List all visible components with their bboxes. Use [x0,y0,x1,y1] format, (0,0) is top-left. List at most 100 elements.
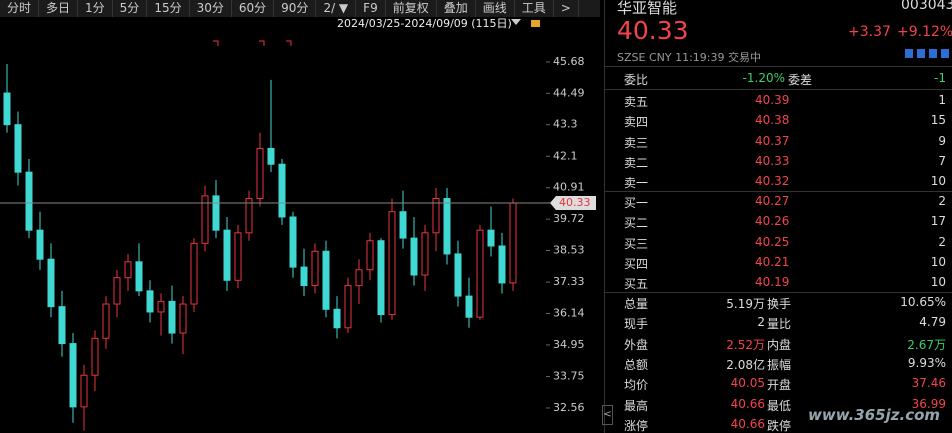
candle-body [80,374,88,408]
stat-label: 振幅 [767,357,792,372]
y-tick-label: 34.95 [553,338,585,351]
level-price: 40.19 [755,275,790,290]
lock-icon[interactable] [531,20,540,27]
candle-body [498,245,506,284]
candle-body [146,290,154,313]
candle-body [476,229,484,318]
level-price: 40.37 [755,133,790,148]
level-qty: 9 [938,133,946,148]
ratio-value: -1.20% [742,71,785,85]
candle-body [355,269,363,287]
level-label: 卖一 [624,176,649,191]
candle-body [443,198,451,255]
stat-value: 40.66 [730,396,765,411]
stat-label: 跌停 [767,418,792,433]
candle-body [465,295,473,318]
candle-body [289,216,297,268]
stat-value: 2 [757,315,765,330]
icon[interactable] [917,49,925,58]
stat-value: 37.46 [911,376,946,391]
level-price: 40.39 [755,93,790,107]
level-price: 40.32 [755,174,790,189]
stat-value: 2.67万 [907,337,946,352]
toolbar: 分时 多日 1分 5分 15分 30分 60分 90分 2/ ▼ F9 前复权 叠加 画线 工具 > [0,0,600,17]
tab[interactable]: 30分 [190,0,232,17]
icon[interactable] [929,49,937,58]
stat-value: 2.08亿 [726,357,765,372]
stat-value: 36.99 [911,396,946,411]
candle-chart: 2024/03/25-2024/09/09 (115日) 45.68 44.49 4… [0,17,596,431]
candle-body [201,195,209,244]
divider [605,292,952,293]
icons [905,49,949,61]
tab[interactable]: 60分 [232,0,275,17]
collapse-button[interactable]: < [602,405,613,425]
quote-panel: 华亚智能 003043 40.33 +3.37 +9.12% SZSE CNY … [604,0,952,433]
tab[interactable]: 分时 [0,0,40,17]
event-marks [213,40,292,46]
dropdown-icon[interactable] [511,19,521,25]
candle-body [212,195,220,231]
candle-body [179,303,187,334]
tab[interactable]: 1分 [78,0,113,17]
candle-body [234,232,242,281]
stat-label: 现手 [624,317,649,332]
candle-body [3,92,11,126]
level-label: 卖五 [624,95,649,109]
divider [605,66,952,67]
candle-body [91,337,99,376]
stat-label: 外盘 [624,337,649,352]
tab[interactable]: 画线 [476,0,515,17]
tab[interactable]: 多日 [39,0,79,17]
level-qty: 10 [930,254,946,269]
y-tick-label: 38.53 [553,243,585,256]
candle-body [245,198,253,234]
tab[interactable]: 15分 [147,0,190,17]
level-label: 卖二 [624,155,649,170]
candle-body [168,300,176,334]
level-label: 卖四 [624,115,649,130]
stat-label: 最高 [624,398,649,413]
level-price: 40.26 [755,214,790,229]
price-tag-label: 40.33 [559,196,591,209]
stock-name: 华亚智能 [617,0,678,17]
y-tick-label: 43.3 [553,118,578,131]
y-tick-label: 45.68 [553,55,585,68]
icon[interactable] [905,49,913,58]
level-price: 40.21 [755,254,790,269]
candle-body [135,261,143,292]
level-label: 买三 [624,236,649,251]
y-tick-label: 42.1 [553,149,578,162]
tab[interactable]: 前复权 [386,0,437,17]
tab[interactable]: 工具 [515,0,554,17]
tab[interactable]: 2/ ▼ [316,0,357,17]
candle-body [124,261,132,279]
price-tag [550,196,596,211]
change: +3.37 [848,24,891,40]
tab[interactable]: 90分 [274,0,317,17]
stat-label: 开盘 [767,378,792,393]
candle-body [454,253,462,297]
level-label: 买二 [624,216,649,231]
diff-label: 委差 [788,73,813,87]
candle-body [256,147,264,200]
candle-body [399,211,407,239]
candle-body [223,229,231,281]
level-qty: 2 [938,194,946,208]
tab[interactable]: F9 [356,0,386,17]
candle-body [410,237,418,276]
level-label: 卖三 [624,135,649,150]
exchange: SZSE [617,51,646,64]
tab[interactable]: > [554,0,579,17]
tab[interactable]: 叠加 [437,0,476,17]
stat-label: 量比 [767,317,792,332]
stat-value: 10.65% [900,295,946,309]
icon[interactable] [941,49,949,58]
level-label: 买四 [624,256,649,271]
divider [605,191,952,192]
level-price: 40.33 [755,153,790,168]
candle-body [102,303,110,339]
stat-value: 2.52万 [726,337,765,352]
tab[interactable]: 5分 [113,0,148,17]
